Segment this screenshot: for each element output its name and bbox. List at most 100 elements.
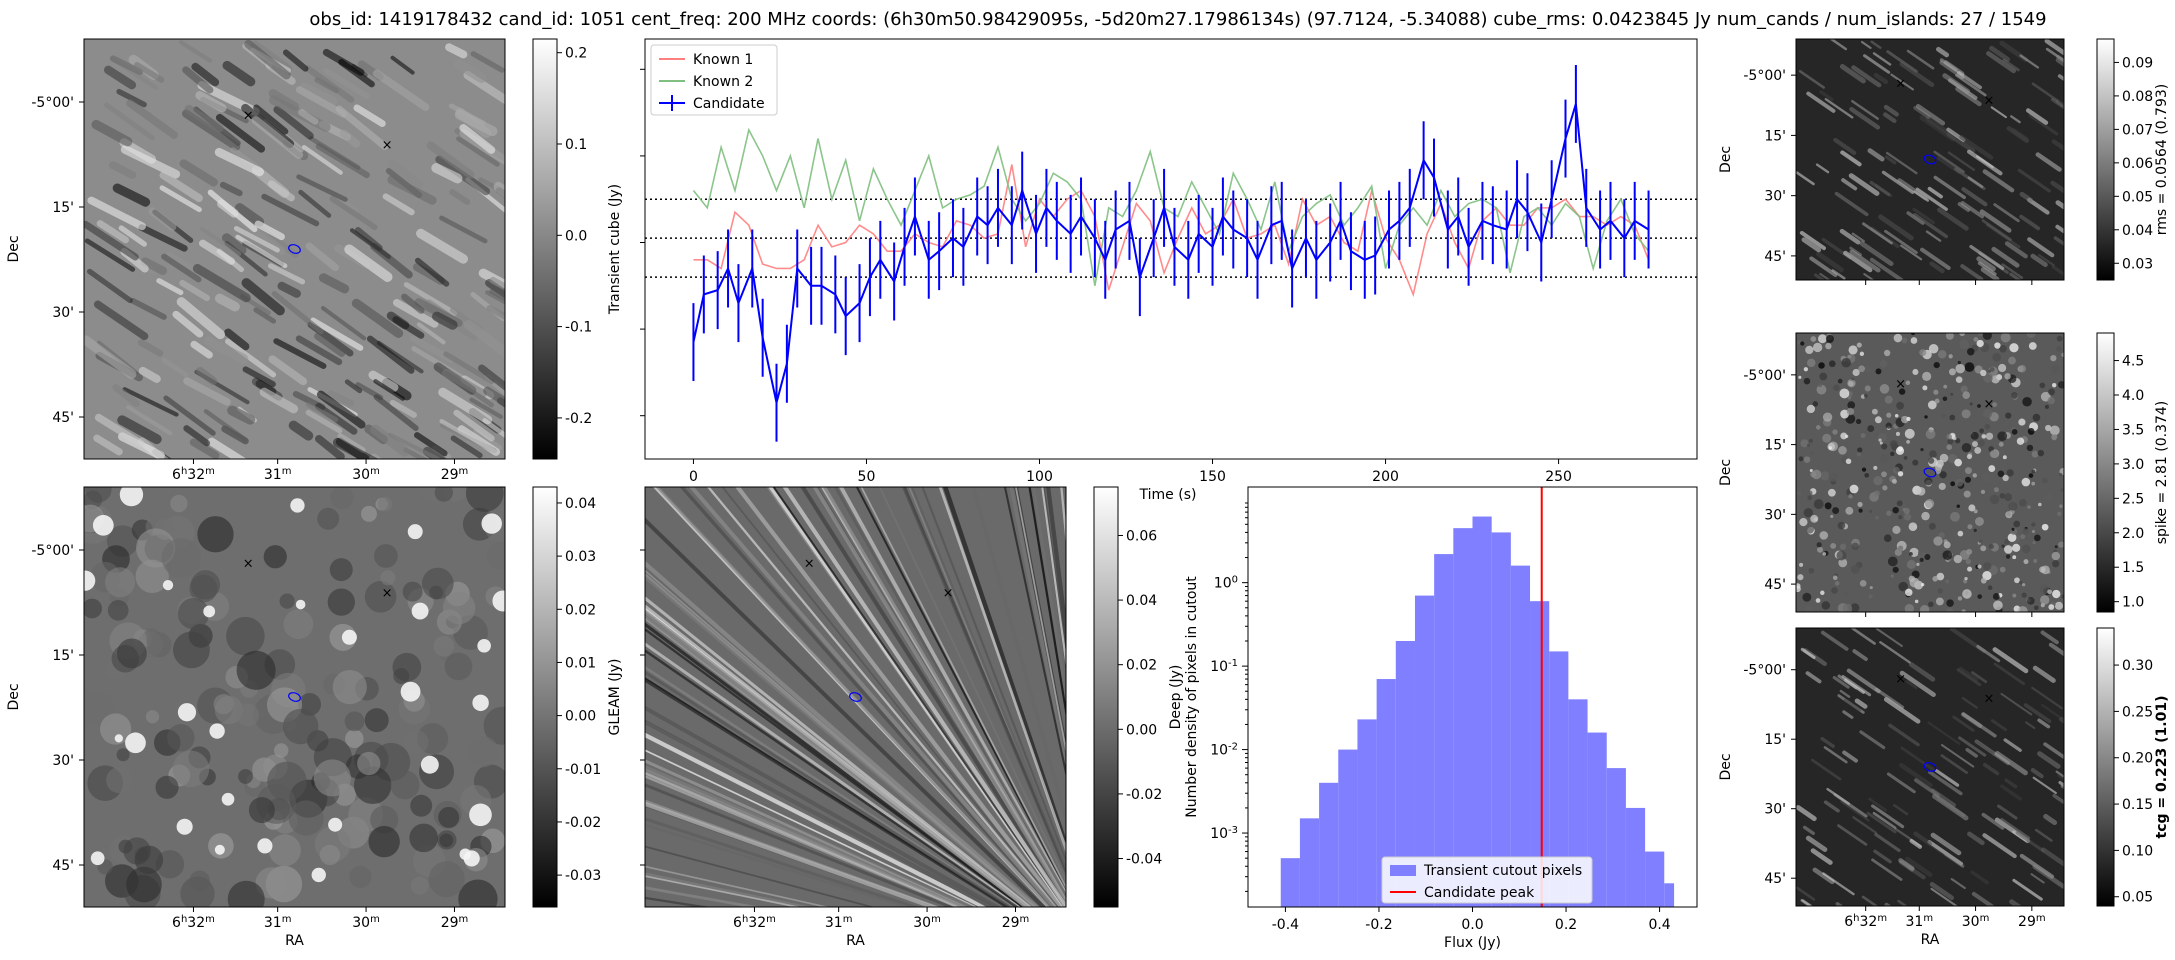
texture-speck bbox=[1817, 334, 1827, 344]
texture-speck bbox=[1999, 566, 2006, 573]
texture-streak bbox=[1899, 670, 1936, 698]
lightcurve-chart: 0 50 100 150 200 250 Time (s) Known 1 Known 2 Can… bbox=[640, 38, 1698, 503]
texture-speck bbox=[1824, 502, 1832, 510]
texture-streak bbox=[2037, 751, 2061, 769]
texture-blob bbox=[410, 876, 429, 895]
texture-speck bbox=[2045, 424, 2052, 432]
texture-speck bbox=[1967, 524, 1973, 530]
texture-speck bbox=[1956, 504, 1960, 508]
texture-speck bbox=[1980, 545, 1987, 552]
texture-speck bbox=[1892, 525, 1901, 534]
x-axis-label: Flux (Jy) bbox=[1444, 935, 1501, 951]
texture-streak bbox=[203, 336, 249, 364]
texture-streak bbox=[1955, 73, 1987, 97]
colorbar-tick-label: 0.02 bbox=[565, 602, 596, 618]
dec-tick-label: 15' bbox=[1764, 128, 1786, 144]
texture-speck bbox=[1887, 556, 1898, 567]
texture-streak bbox=[453, 59, 487, 83]
texture-streak bbox=[133, 61, 165, 83]
texture-blob bbox=[263, 545, 287, 569]
texture-streak bbox=[1867, 148, 1885, 162]
texture-streak bbox=[1854, 698, 1868, 709]
texture-streak bbox=[244, 39, 291, 80]
texture-speck bbox=[1798, 456, 1804, 462]
legend-swatch bbox=[1390, 865, 1416, 876]
texture-speck bbox=[2057, 511, 2062, 516]
texture-speck bbox=[1993, 600, 2003, 611]
texture-streak bbox=[1955, 86, 1982, 107]
texture-ray bbox=[1028, 487, 1066, 719]
texture-speck bbox=[1978, 439, 1985, 447]
texture-blob bbox=[170, 494, 188, 513]
texture-speck bbox=[1959, 333, 1966, 337]
dec-tick-label: -5°00' bbox=[31, 95, 74, 111]
texture-speck bbox=[1989, 494, 2000, 505]
texture-streak bbox=[1824, 98, 1854, 119]
texture-streak bbox=[1852, 816, 1878, 834]
texture-streak bbox=[190, 340, 213, 359]
texture-blob bbox=[402, 581, 423, 602]
histogram-bar bbox=[1645, 851, 1665, 907]
texture-streak bbox=[1927, 839, 1963, 866]
texture-streak bbox=[1940, 754, 1968, 774]
texture-speck bbox=[1841, 357, 1851, 368]
texture-speck bbox=[2033, 558, 2038, 563]
texture-speck bbox=[1977, 594, 1983, 599]
texture-streak bbox=[2001, 263, 2024, 279]
texture-speck bbox=[1843, 591, 1849, 597]
texture-speck bbox=[1898, 388, 1906, 395]
texture-streak bbox=[1981, 219, 2012, 241]
texture-streak bbox=[138, 224, 188, 252]
ra-tick-label: 6h32m bbox=[172, 466, 215, 484]
texture-speck bbox=[1803, 377, 1811, 385]
colorbar-tick-label: 0.02 bbox=[1126, 658, 1157, 674]
texture-speck bbox=[1881, 443, 1888, 450]
texture-speck bbox=[2021, 544, 2031, 554]
texture-speck bbox=[1827, 488, 1836, 497]
texture-speck bbox=[1883, 349, 1891, 357]
texture-streak bbox=[2031, 82, 2059, 102]
texture-streak bbox=[2031, 686, 2063, 710]
texture-speck bbox=[1973, 509, 1978, 514]
texture-streak bbox=[416, 322, 446, 345]
texture-speck bbox=[2041, 523, 2049, 531]
texture-speck bbox=[1819, 372, 1828, 381]
texture-speck bbox=[1822, 412, 1833, 422]
texture-speck bbox=[1961, 409, 1971, 419]
texture-blob bbox=[349, 865, 372, 888]
texture-streak bbox=[1981, 812, 2005, 830]
legend-entry: Candidate bbox=[693, 96, 765, 112]
image-background bbox=[1796, 39, 2064, 280]
texture-blob bbox=[279, 593, 295, 609]
texture-streak bbox=[1874, 832, 1901, 853]
texture-streak bbox=[1863, 273, 1875, 280]
texture-speck bbox=[1803, 508, 1813, 518]
texture-streak bbox=[439, 419, 497, 453]
texture-streak bbox=[1819, 90, 1834, 102]
texture-streak bbox=[1970, 870, 1990, 885]
texture-speck bbox=[1914, 599, 1919, 604]
texture-speck bbox=[1912, 368, 1919, 375]
texture-speck bbox=[1966, 548, 1973, 555]
texture-speck bbox=[1880, 453, 1890, 463]
texture-streak bbox=[1927, 186, 1943, 199]
texture-speck bbox=[2039, 584, 2050, 595]
y-axis-label: Dec bbox=[1718, 459, 1734, 486]
image-texture bbox=[84, 39, 505, 459]
texture-speck bbox=[2018, 364, 2027, 373]
texture-streak bbox=[2043, 742, 2064, 760]
texture-speck bbox=[2005, 412, 2012, 419]
texture-streak bbox=[435, 155, 491, 196]
texture-speck bbox=[1886, 412, 1892, 418]
texture-ray bbox=[1041, 487, 1066, 670]
texture-ray bbox=[1045, 487, 1066, 649]
texture-streak bbox=[117, 415, 162, 445]
legend: Known 1 Known 2 Candidate bbox=[650, 44, 778, 116]
texture-ray bbox=[645, 886, 762, 907]
texture-bright-source bbox=[295, 599, 306, 610]
texture-streak bbox=[84, 335, 137, 379]
texture-streak bbox=[1933, 150, 1965, 174]
histogram-bar bbox=[1568, 699, 1588, 907]
texture-streak bbox=[320, 306, 367, 341]
colorbar-tick-label: -0.1 bbox=[565, 320, 592, 336]
